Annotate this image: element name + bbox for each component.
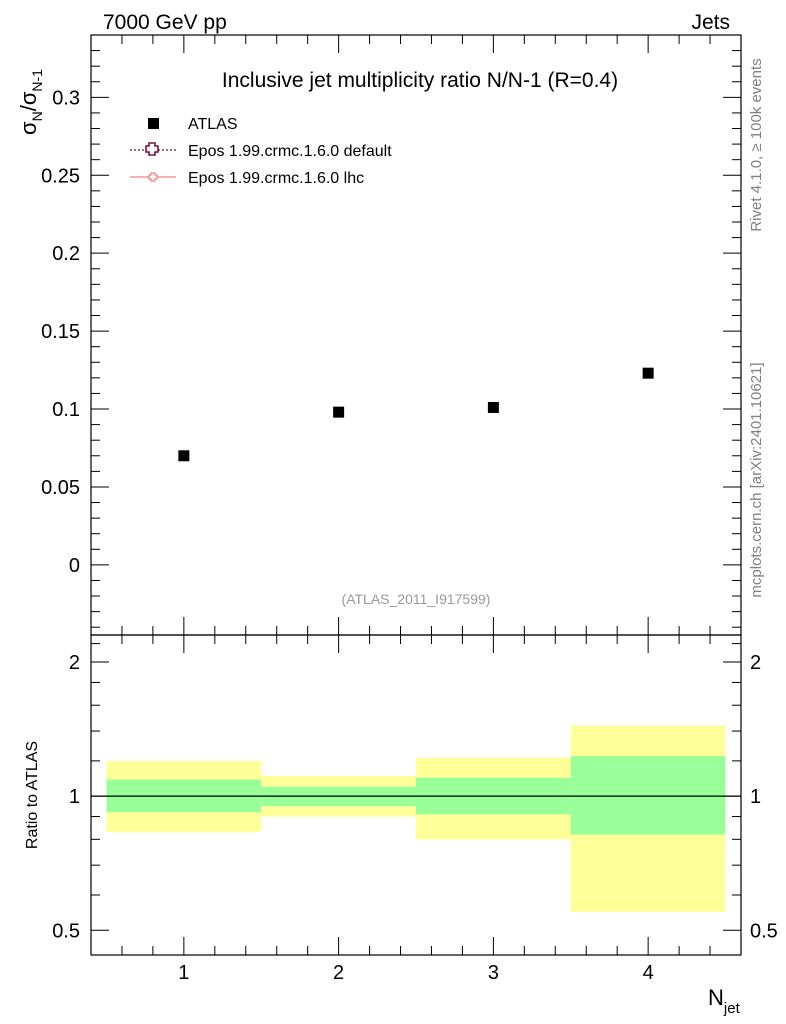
ratio-y-tick-label: 2 [69,652,80,674]
ylabel-sub-n: N [29,111,45,121]
main-x-ticks [121,35,711,635]
ratio-y-tick-label-right: 0.5 [750,920,778,942]
main-y-tick-label: 0.15 [41,321,80,343]
ratio-plot-frame [90,634,742,956]
main-y-tick-label: 0.1 [52,399,80,421]
x-tick-label: 3 [488,962,499,984]
side-label-mcplots: mcplots.cern.ch [arXiv:2401.10621] [748,362,765,597]
x-tick-label: 2 [333,962,344,984]
ratio-y-tick-label: 1 [69,786,80,808]
main-y-axis-label: σN/σN-1 [16,69,45,135]
legend-mc1-marker [145,142,159,156]
xlabel-sub-jet: jet [723,1000,741,1017]
main-y-ticks: 0 0.05 0.1 0.15 0.2 0.25 0.3 [41,34,741,628]
ylabel-sub-n-1: N-1 [29,69,45,92]
ratio-panel: 0.5 0.5 1 1 2 2 1 2 3 4 Ratio to ATLAS Njet [24,634,778,1017]
ratio-y-tick-label-right: 2 [750,652,761,674]
ratio-x-ticks: 1 2 3 4 [121,635,711,984]
ylabel-sep: /σ [16,91,41,111]
legend-atlas-marker [148,118,159,129]
analysis-id: (ATLAS_2011_I917599) [342,591,491,607]
header-energy-label: 7000 GeV pp [103,11,227,34]
main-panel: 0 0.05 0.1 0.15 0.2 0.25 0.3 Inclusive jet mul… [16,34,742,636]
legend-mc2-label: Epos 1.99.crmc.1.6.0 lhc [188,170,364,187]
header-process-label: Jets [691,11,730,34]
legend-atlas-label: ATLAS [188,116,238,133]
x-tick-label: 4 [643,962,654,984]
atlas-data-point [487,401,499,413]
x-axis-label: Njet [708,985,741,1017]
chart-title: Inclusive jet multiplicity ratio N/N-1 (… [222,69,618,92]
ratio-bands [106,725,726,912]
x-tick-label: 1 [178,962,189,984]
ratio-y-tick-label-right: 1 [750,786,761,808]
legend: ATLAS Epos 1.99.crmc.1.6.0 default Epos … [130,116,392,187]
svg-text:σN/σN-1: σN/σN-1 [16,69,45,135]
legend-mc1-label: Epos 1.99.crmc.1.6.0 default [188,143,392,160]
atlas-data-point [178,450,190,462]
main-y-tick-label: 0.2 [52,243,80,265]
xlabel-n: N [708,985,724,1010]
main-y-tick-label: 0.25 [41,165,80,187]
data-points [178,367,654,462]
main-y-tick-label: 0.3 [52,87,80,109]
atlas-data-point [333,406,345,418]
side-label-rivet: Rivet 4.1.0, ≥ 100k events [748,58,765,231]
ratio-y-ticks: 0.5 0.5 1 1 2 2 [52,643,778,942]
ratio-y-axis-label: Ratio to ATLAS [24,741,41,849]
main-y-tick-label: 0 [69,555,80,577]
main-y-tick-label: 0.05 [41,477,80,499]
ylabel-sigma: σ [16,121,41,135]
ratio-inner-band [570,756,726,835]
ratio-y-tick-label: 0.5 [52,920,80,942]
legend-mc2-marker [148,172,158,182]
atlas-data-point [642,367,654,379]
